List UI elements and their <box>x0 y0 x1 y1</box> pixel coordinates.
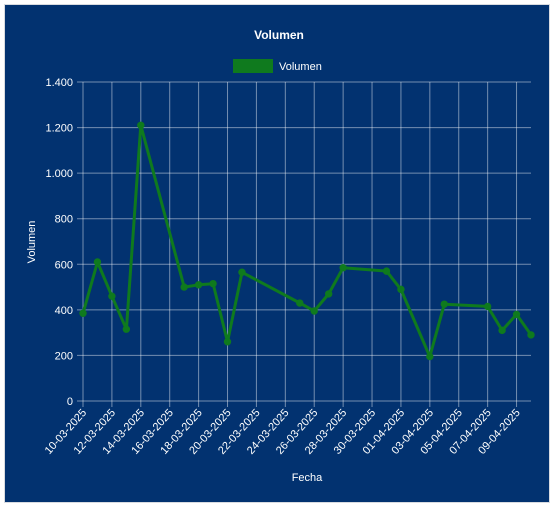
data-point <box>108 292 116 300</box>
data-point <box>498 326 506 335</box>
data-point <box>79 309 87 317</box>
y-tick-label: 0 <box>67 396 73 408</box>
y-tick-label: 1.400 <box>45 77 73 89</box>
data-point <box>397 285 405 294</box>
y-axis-label: Volumen <box>26 221 38 264</box>
legend-swatch <box>233 59 273 73</box>
data-point <box>223 338 232 346</box>
x-axis-ticks: 10-03-202512-03-202514-03-202516-03-2025… <box>43 407 523 457</box>
data-point <box>180 283 188 291</box>
y-tick-label: 600 <box>55 259 73 271</box>
data-point <box>93 258 102 266</box>
y-axis-ticks: 0 200 400 600 800 1.000 1.200 1.400 <box>45 77 73 408</box>
gridlines <box>77 81 531 407</box>
data-point <box>483 302 492 311</box>
data-point <box>209 279 217 288</box>
legend: Volumen <box>233 59 322 73</box>
data-point <box>382 267 391 275</box>
data-point <box>194 281 203 289</box>
data-point <box>137 121 145 129</box>
y-tick-label: 200 <box>55 350 73 362</box>
data-point <box>440 300 448 308</box>
chart-title: Volumen <box>254 28 304 42</box>
y-tick-label: 1.200 <box>45 123 73 135</box>
data-point <box>426 352 434 361</box>
data-point <box>238 268 246 276</box>
data-point <box>527 331 535 339</box>
series-volumen <box>79 121 535 361</box>
y-tick-label: 400 <box>55 305 73 317</box>
data-point <box>324 290 333 298</box>
data-point <box>122 325 131 333</box>
chart-panel <box>4 4 550 503</box>
legend-label: Volumen <box>279 61 322 73</box>
data-point <box>310 307 318 315</box>
data-point <box>339 264 347 272</box>
y-tick-label: 800 <box>55 214 73 226</box>
data-point <box>296 299 304 307</box>
series-line <box>81 123 533 359</box>
data-point <box>512 310 521 319</box>
y-tick-label: 1.000 <box>45 168 73 180</box>
x-axis-label: Fecha <box>292 472 323 484</box>
